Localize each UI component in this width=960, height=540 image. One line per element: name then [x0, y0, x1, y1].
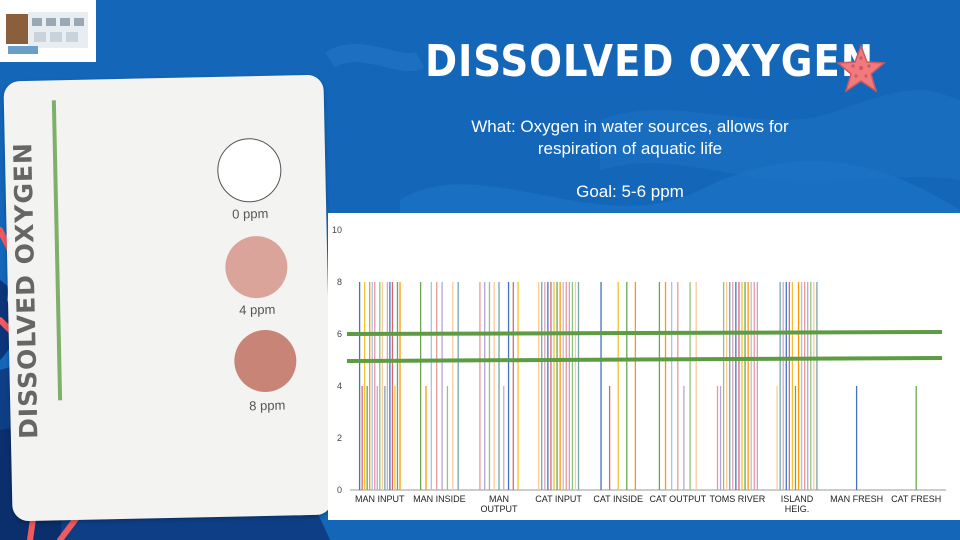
y-tick-label: 0 — [337, 485, 342, 495]
swatch-0ppm — [216, 137, 283, 203]
x-tick-label: CAT FRESH — [891, 494, 941, 504]
x-tick-label: MAN FRESH — [830, 494, 883, 504]
card-stripe — [51, 100, 63, 401]
color-chart-card: DISSOLVED OXYGEN 0 ppm 4 ppm 8 ppm — [3, 74, 333, 522]
y-tick-label: 4 — [337, 381, 342, 391]
swatch-label-0ppm: 0 ppm — [232, 205, 269, 222]
x-tick-label: HEIG. — [785, 504, 810, 514]
swatch-4ppm — [224, 235, 289, 299]
swatch-8ppm — [233, 329, 297, 393]
x-tick-label: MAN INPUT — [355, 494, 405, 504]
x-tick-label: OUTPUT — [481, 504, 519, 514]
slide-title: DISSOLVED OXYGEN — [425, 36, 875, 87]
y-tick-label: 8 — [337, 277, 342, 287]
swatch-label-4ppm: 4 ppm — [239, 301, 276, 318]
x-tick-label: CAT OUTPUT — [649, 494, 706, 504]
what-line-2: respiration of aquatic life — [537, 139, 723, 158]
goal-text: Goal: 5-6 ppm — [576, 182, 684, 201]
goal-upper-line — [346, 330, 943, 336]
x-tick-label: MAN — [489, 494, 509, 504]
y-tick-label: 10 — [332, 225, 342, 235]
card-label: DISSOLVED OXYGEN — [8, 141, 44, 440]
y-tick-label: 2 — [337, 433, 342, 443]
x-tick-label: TOMS RIVER — [709, 494, 765, 504]
y-tick-label: 6 — [337, 329, 342, 339]
x-tick-label: ISLAND — [781, 494, 814, 504]
x-tick-label: MAN INSIDE — [413, 494, 466, 504]
swatch-label-8ppm: 8 ppm — [249, 397, 286, 414]
goal-lower-line — [346, 356, 943, 363]
what-line-1: What: Oxygen in water sources, allows fo… — [471, 117, 789, 136]
oxygen-bar-chart: 0 2 4 6 8 10 MAN INPUT MAN INSIDE MAN OUTPUT CAT I… — [328, 213, 960, 520]
x-tick-label: CAT INSIDE — [593, 494, 643, 504]
product-thumbnail — [0, 0, 96, 62]
x-tick-label: CAT INPUT — [535, 494, 582, 504]
what-description: What: Oxygen in water sources, allows fo… — [420, 116, 840, 160]
starfish-icon — [836, 44, 886, 93]
